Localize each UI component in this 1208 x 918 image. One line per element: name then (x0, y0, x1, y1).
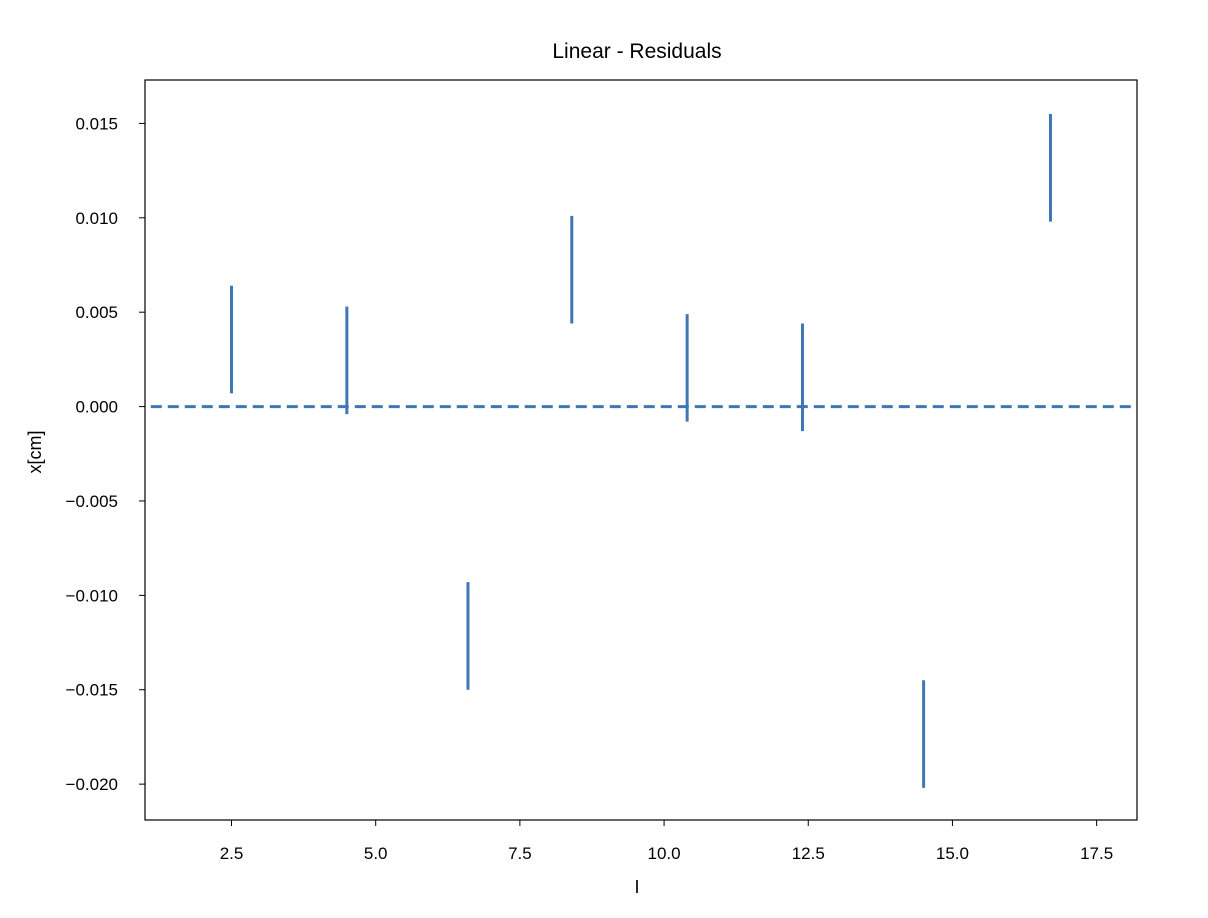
y-tick-label: 0.015 (75, 114, 118, 133)
chart-title: Linear - Residuals (552, 40, 721, 63)
x-axis-label: I (634, 877, 639, 897)
x-tick-label: 17.5 (1080, 844, 1113, 863)
y-axis-label: x[cm] (25, 431, 45, 474)
x-tick-label: 2.5 (220, 844, 244, 863)
y-tick-label: 0.010 (75, 209, 118, 228)
x-tick-label: 10.0 (648, 844, 681, 863)
x-tick-label: 7.5 (508, 844, 532, 863)
y-tick-label: −0.005 (66, 492, 118, 511)
plot-frame (144, 79, 1138, 821)
x-axis-ticks: 2.5 5.0 7.5 10.0 12.5 15.0 17.5 (220, 820, 1113, 863)
data-marks (150, 113, 1132, 788)
y-tick-label: −0.020 (66, 775, 118, 794)
x-tick-label: 12.5 (792, 844, 825, 863)
y-tick-label: 0.005 (75, 303, 118, 322)
y-tick-label: 0.000 (75, 398, 118, 417)
y-tick-label: −0.015 (66, 681, 118, 700)
y-axis-ticks: 0.015 0.010 0.005 0.000 −0.005 −0.010 −0.015 −0… (66, 114, 145, 794)
x-tick-label: 15.0 (936, 844, 969, 863)
x-tick-label: 5.0 (364, 844, 388, 863)
y-tick-label: −0.010 (66, 586, 118, 605)
